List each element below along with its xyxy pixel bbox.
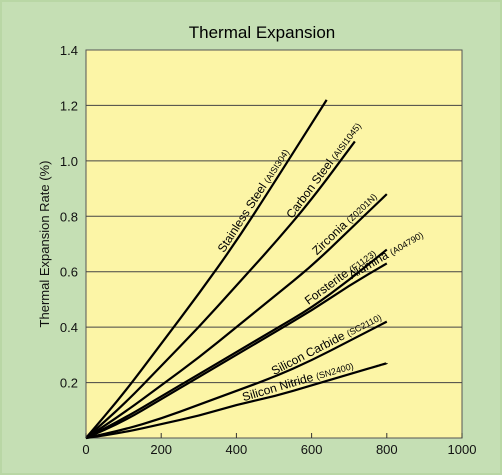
curves xyxy=(85,99,388,440)
series-line xyxy=(85,140,356,439)
x-tick-label: 200 xyxy=(150,442,172,457)
series-line xyxy=(85,248,388,439)
x-tick-label: 400 xyxy=(226,442,248,457)
y-tick-label: 0.8 xyxy=(60,209,78,224)
x-tick-label: 800 xyxy=(376,442,398,457)
x-tick-label: 0 xyxy=(82,442,89,457)
x-tick-label: 600 xyxy=(301,442,323,457)
plot-area xyxy=(85,49,463,439)
y-axis-label: Thermal Expansion Rate (%) xyxy=(37,161,52,328)
series-line xyxy=(85,99,328,439)
chart-title: Thermal Expansion xyxy=(189,23,335,42)
y-tick-label: 1.2 xyxy=(60,98,78,113)
series-line xyxy=(85,262,388,440)
y-tick-label: 1.4 xyxy=(60,43,78,58)
x-axis-ticks: 0 200 400 600 800 1000 xyxy=(82,433,476,457)
y-axis-ticks: 0.2 0.4 0.6 0.8 1.0 1.2 1.4 xyxy=(60,43,78,391)
y-tick-label: 0.4 xyxy=(60,320,78,335)
x-tick-label: 1000 xyxy=(448,442,477,457)
series-line xyxy=(85,362,388,440)
gridlines xyxy=(86,104,462,384)
y-tick-label: 0.2 xyxy=(60,376,78,391)
y-tick-label: 0.6 xyxy=(60,265,78,280)
series-line xyxy=(85,320,388,440)
y-tick-label: 1.0 xyxy=(60,154,78,169)
series-line xyxy=(85,193,388,439)
